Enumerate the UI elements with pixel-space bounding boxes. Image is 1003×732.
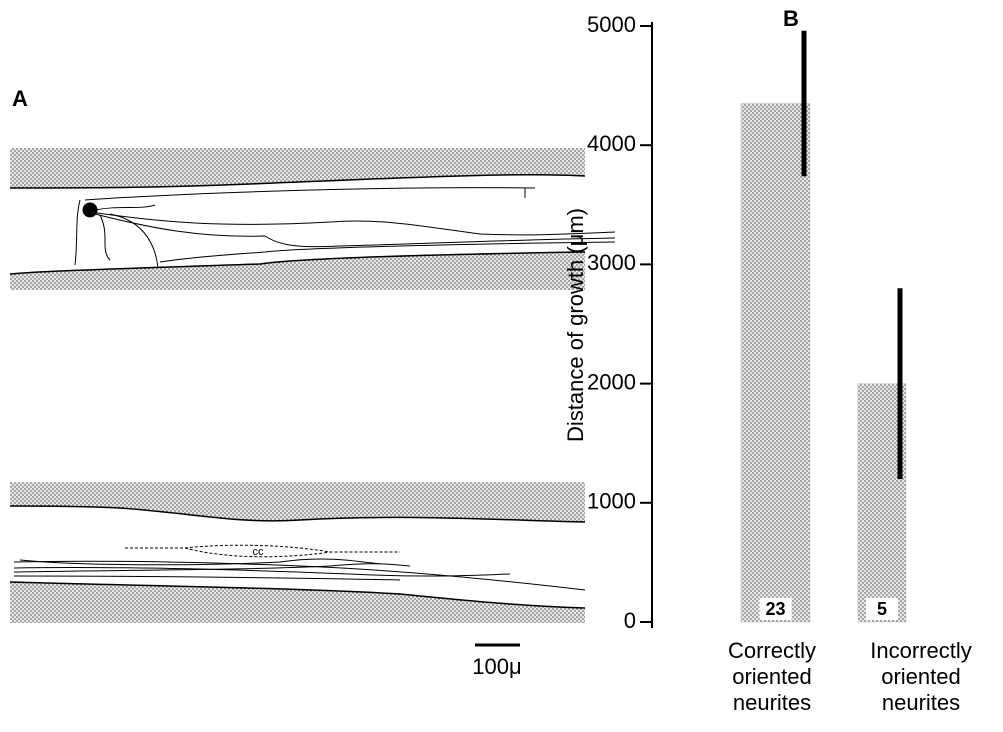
- border: [9, 581, 586, 609]
- n-label: 23: [765, 599, 785, 619]
- border: [9, 173, 586, 189]
- y-tick-label: 4000: [587, 131, 636, 156]
- y-tick-label: 1000: [587, 489, 636, 514]
- panel-label: A: [12, 86, 28, 111]
- annotation: cc: [253, 546, 265, 558]
- scale-label: 100μ: [472, 654, 521, 679]
- label-line: oriented: [881, 664, 961, 689]
- panel-label: B: [783, 6, 799, 31]
- y-tick-label: 3000: [587, 250, 636, 275]
- panel-a: A cc 100μ: [9, 86, 616, 679]
- x-tick-label: Incorrectly oriented neurites: [870, 638, 971, 715]
- label-line: Correctly: [728, 638, 816, 663]
- label-line: neurites: [882, 690, 960, 715]
- n-label-box: [759, 598, 792, 620]
- tissue-band: [10, 482, 585, 522]
- y-tick-label: 0: [624, 608, 636, 633]
- border: [9, 505, 586, 523]
- neurites: [74, 187, 616, 269]
- tissue-band: [10, 582, 585, 623]
- y-tick-label: 2000: [587, 369, 636, 394]
- tissue-band: [10, 148, 585, 188]
- y-axis-label: Distance of growth (μm): [563, 208, 588, 442]
- x-tick-label: Correctly oriented neurites: [728, 638, 816, 715]
- tissue-band: [10, 252, 585, 290]
- neurites: [13, 544, 586, 591]
- n-label: 5: [877, 599, 887, 619]
- n-label-box: [866, 598, 898, 620]
- label-line: oriented: [732, 664, 812, 689]
- y-tick-label: 5000: [587, 12, 636, 37]
- border: [9, 251, 586, 275]
- bar: [740, 103, 811, 623]
- label-line: neurites: [733, 690, 811, 715]
- label-line: Incorrectly: [870, 638, 971, 663]
